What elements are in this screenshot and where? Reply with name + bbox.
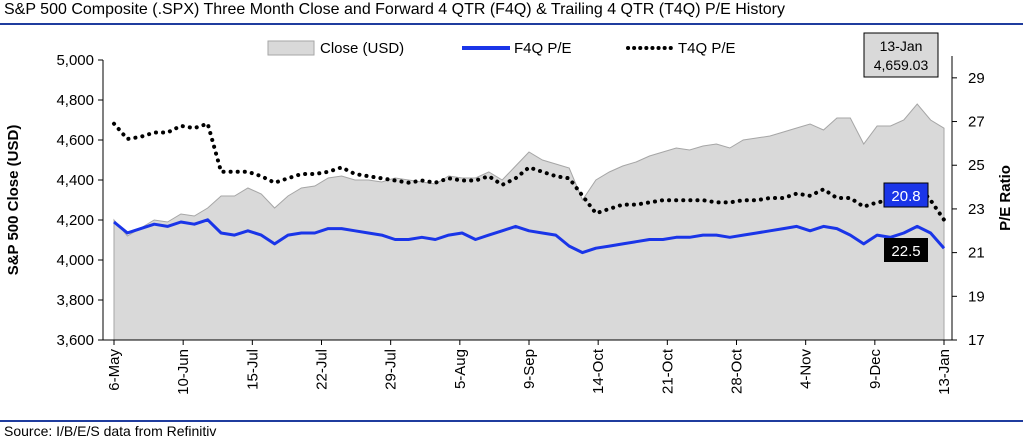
x-tick-label: 9-Dec [867,349,884,390]
t4q-line [112,121,946,222]
x-tick-label: 9-Sep [521,349,538,389]
x-tick-label: 10-Jun [175,349,192,395]
x-tick-label: 21-Oct [659,348,676,394]
x-tick-label: 4-Nov [798,349,815,390]
callout-box [863,32,939,78]
legend-t4q-label: T4Q P/E [678,40,736,57]
f4q-line [113,218,946,255]
x-tick-label: 6-May [106,349,123,391]
x-tick-label: 15-Jul [244,349,261,390]
y-tick-label: 3,800 [56,292,94,309]
x-tick-label: 14-Oct [590,348,607,394]
source-note: Source: I/B/E/S data from Refinitiv [4,423,217,439]
y-tick-label: 4,000 [56,252,94,269]
chart: 3,600 3,800 4,000 4,200 4,400 4,600 4,800 5,000… [5,32,1014,395]
f4q-end-label: 22.5 [891,243,920,260]
callout-date: 13-Jan [880,38,923,54]
y-tick-label: 4,800 [56,92,94,109]
x-tick-label: 13-Jan [936,349,953,395]
y-axis-label: S&P 500 Close (USD) [5,125,22,276]
f4q-end-label-box [884,238,928,262]
y2-axis-label: P/E Ratio [997,165,1014,231]
close-area [113,103,945,341]
y2-tick-label: 27 [968,114,985,131]
legend-close-swatch [267,40,315,56]
y2-tick-label: 29 [968,70,985,87]
top-rule [0,23,1023,25]
chart-title: S&P 500 Composite (.SPX) Three Month Clo… [4,1,785,18]
y2-tick-label: 17 [968,332,985,349]
t4q-end-label: 20.8 [891,188,920,205]
y2-tick-label: 23 [968,201,985,218]
y-tick-label: 5,000 [56,52,94,69]
bottom-rule [0,420,1023,422]
y-tick-label: 4,400 [56,172,94,189]
x-tick-label: 29-Jul [383,349,400,390]
y2-tick-label: 19 [968,288,985,305]
y2-tick-label: 25 [968,157,985,174]
legend-f4q-label: F4Q P/E [514,40,572,57]
callout-value: 4,659.03 [874,57,929,73]
legend-close-label: Close (USD) [320,40,404,57]
y2-tick-label: 21 [968,245,985,262]
y-tick-label: 3,600 [56,332,94,349]
t4q-end-label-box [883,182,929,208]
x-tick-label: 22-Jul [314,349,331,390]
y-tick-label: 4,200 [56,212,94,229]
y-tick-label: 4,600 [56,132,94,149]
x-tick-label: 28-Oct [729,348,746,394]
x-tick-label: 5-Aug [452,349,469,389]
